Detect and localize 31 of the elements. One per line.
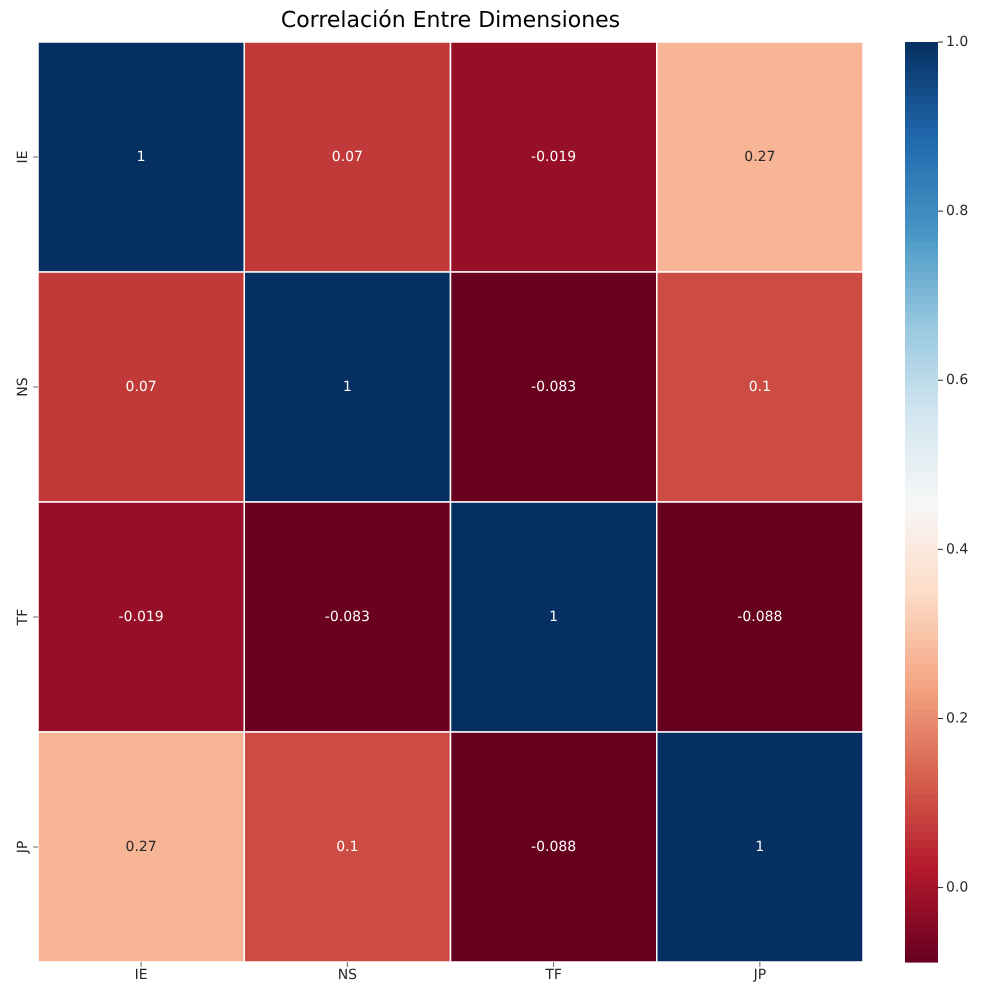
y-tick-label: NS [15,377,31,397]
data-label: -0.088 [737,609,782,625]
data-label: 1 [549,609,558,625]
data-label: 0.07 [126,379,157,395]
data-label: 1 [136,149,146,165]
y-tick-label: IE [15,150,31,164]
data-label: 0.1 [336,839,359,855]
data-label: -0.019 [531,149,576,165]
data-label: -0.088 [531,839,576,855]
color-bar-label: 0.8 [946,203,968,220]
color-bar-label: 0.6 [946,372,968,388]
data-label: 0.07 [332,149,363,165]
x-tick-label: IE [134,966,148,983]
x-tick-label: JP [752,966,766,983]
color-bar-label: 0.4 [946,541,968,558]
data-label: -0.019 [118,609,164,625]
data-label: -0.083 [324,609,370,625]
y-tick-label: JP [15,840,31,854]
y-tick-label: TF [15,608,31,626]
x-tick-label: NS [338,966,358,983]
data-label: 1 [755,839,764,855]
data-label: 0.27 [126,839,157,855]
x-tick-label: TF [544,966,562,983]
data-label: 1 [342,379,352,395]
color-bar-label: 1.0 [946,34,968,50]
data-label: -0.083 [531,379,576,395]
chart-title: Correlación Entre Dimensiones [280,8,622,33]
data-label: 0.27 [744,149,776,165]
color-bar-label: 0.2 [946,710,968,726]
data-label: 0.1 [748,379,772,395]
color-bar-label: 0.0 [946,880,968,896]
